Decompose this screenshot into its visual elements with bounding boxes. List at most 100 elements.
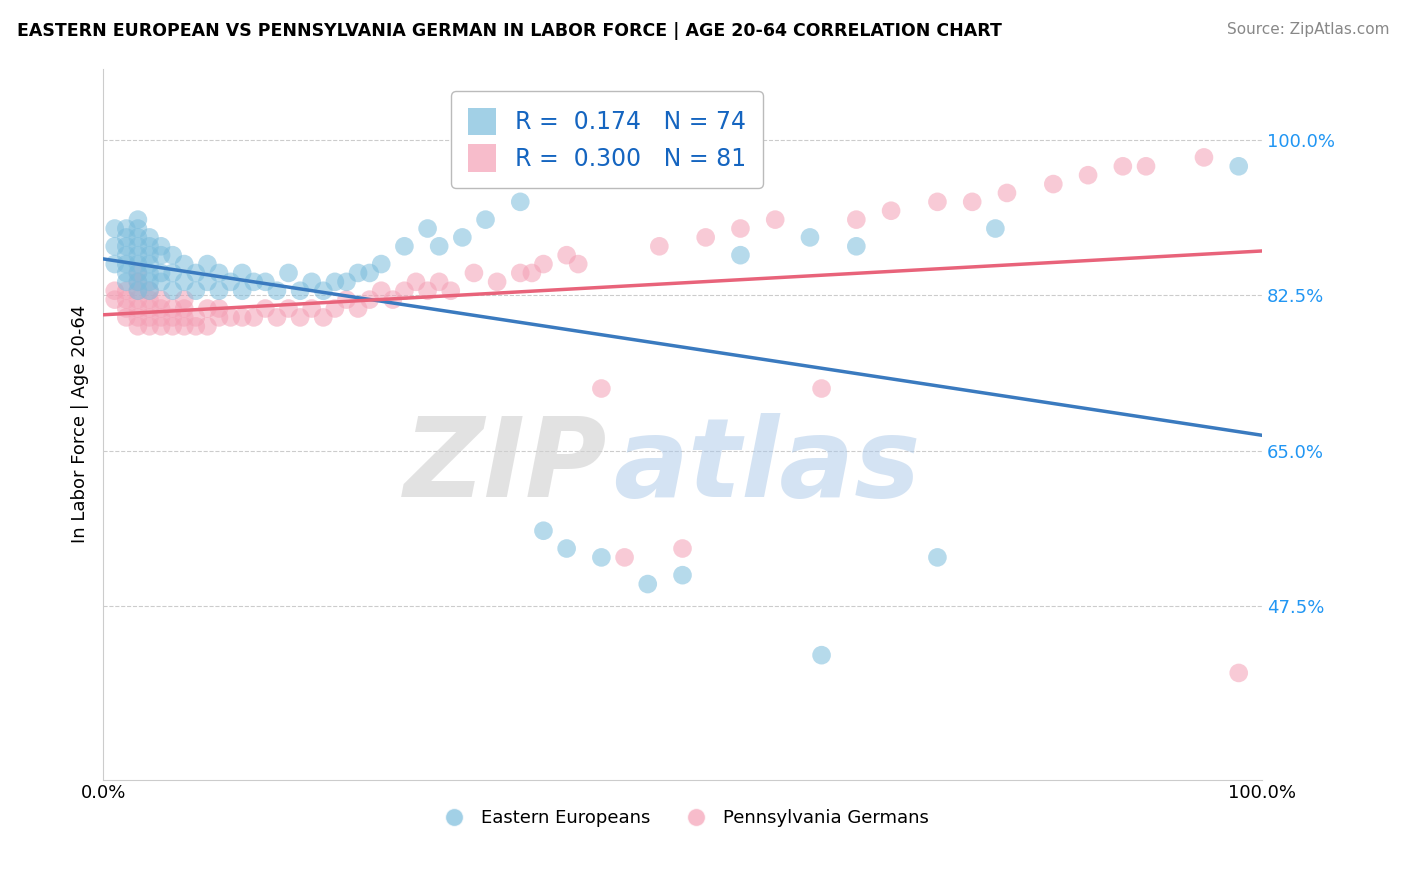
Text: Source: ZipAtlas.com: Source: ZipAtlas.com [1226, 22, 1389, 37]
Point [927, 550, 949, 565]
Point [810, 382, 832, 396]
Point [150, 266, 173, 280]
Point [799, 230, 821, 244]
Point [567, 257, 589, 271]
Point [150, 275, 173, 289]
Point [138, 310, 160, 325]
Point [1112, 159, 1135, 173]
Point [1192, 150, 1215, 164]
Point [208, 284, 231, 298]
Point [162, 301, 184, 316]
Point [138, 284, 160, 298]
Point [115, 257, 138, 271]
Point [242, 275, 264, 289]
Point [115, 284, 138, 298]
Point [115, 221, 138, 235]
Point [533, 257, 555, 271]
Point [486, 275, 509, 289]
Legend: Eastern Europeans, Pennsylvania Germans: Eastern Europeans, Pennsylvania Germans [429, 802, 936, 835]
Point [591, 382, 613, 396]
Point [695, 230, 717, 244]
Point [138, 257, 160, 271]
Point [533, 524, 555, 538]
Point [509, 194, 531, 209]
Point [150, 248, 173, 262]
Point [648, 239, 671, 253]
Point [335, 275, 357, 289]
Point [115, 275, 138, 289]
Point [219, 275, 242, 289]
Point [184, 310, 207, 325]
Point [138, 239, 160, 253]
Point [845, 212, 868, 227]
Point [463, 266, 485, 280]
Point [231, 284, 253, 298]
Point [197, 275, 219, 289]
Point [127, 266, 149, 280]
Point [394, 239, 416, 253]
Point [162, 248, 184, 262]
Point [277, 266, 299, 280]
Point [150, 310, 173, 325]
Point [127, 293, 149, 307]
Point [127, 275, 149, 289]
Point [335, 293, 357, 307]
Point [127, 266, 149, 280]
Point [173, 293, 195, 307]
Point [150, 239, 173, 253]
Point [162, 319, 184, 334]
Point [104, 284, 127, 298]
Point [127, 284, 149, 298]
Point [301, 301, 323, 316]
Point [266, 284, 288, 298]
Point [591, 550, 613, 565]
Point [231, 266, 253, 280]
Point [115, 266, 138, 280]
Point [763, 212, 786, 227]
Point [219, 310, 242, 325]
Point [405, 275, 427, 289]
Point [381, 293, 404, 307]
Point [254, 301, 277, 316]
Point [845, 239, 868, 253]
Point [555, 248, 578, 262]
Point [127, 239, 149, 253]
Point [613, 550, 636, 565]
Point [1227, 665, 1250, 680]
Point [277, 301, 299, 316]
Point [984, 221, 1007, 235]
Text: ZIP: ZIP [404, 413, 607, 520]
Point [520, 266, 543, 280]
Point [197, 257, 219, 271]
Point [127, 257, 149, 271]
Point [323, 301, 346, 316]
Point [427, 275, 450, 289]
Point [730, 248, 752, 262]
Point [127, 230, 149, 244]
Point [370, 257, 392, 271]
Point [347, 266, 370, 280]
Point [880, 203, 903, 218]
Point [138, 230, 160, 244]
Point [1077, 168, 1099, 182]
Point [266, 310, 288, 325]
Point [127, 284, 149, 298]
Point [242, 310, 264, 325]
Point [474, 212, 496, 227]
Point [115, 301, 138, 316]
Point [115, 293, 138, 307]
Point [115, 310, 138, 325]
Point [173, 257, 195, 271]
Point [231, 310, 253, 325]
Point [1135, 159, 1157, 173]
Point [254, 275, 277, 289]
Point [810, 648, 832, 662]
Point [416, 284, 439, 298]
Point [451, 230, 474, 244]
Point [115, 248, 138, 262]
Point [288, 284, 311, 298]
Point [927, 194, 949, 209]
Point [150, 319, 173, 334]
Point [208, 301, 231, 316]
Point [150, 293, 173, 307]
